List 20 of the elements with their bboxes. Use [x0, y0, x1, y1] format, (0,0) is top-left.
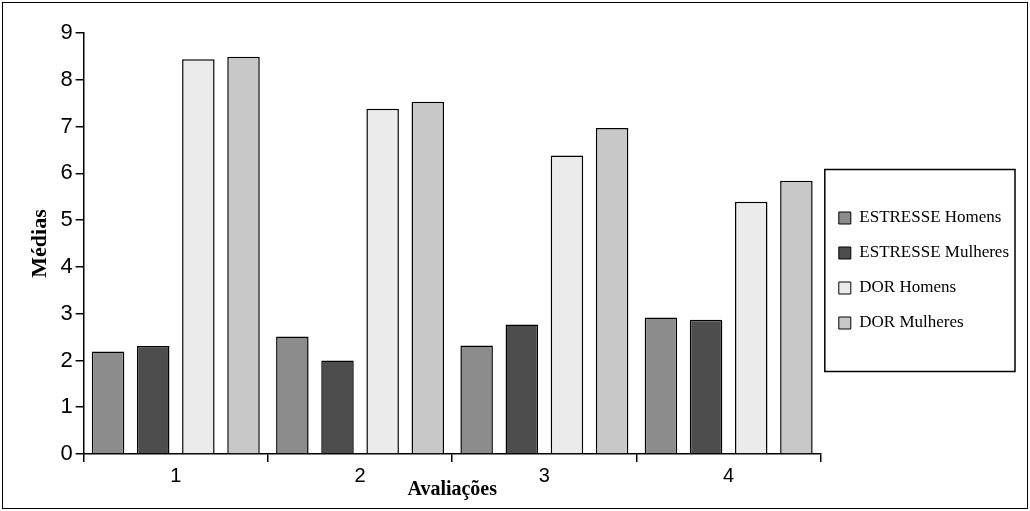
legend-label: ESTRESSE Homens — [859, 207, 1002, 227]
legend-label: DOR Homens — [859, 277, 957, 297]
legend-label: ESTRESSE Mulheres — [859, 242, 1010, 262]
x-tick-label: 3 — [538, 463, 550, 486]
y-tick-label: 0 — [60, 440, 73, 466]
y-tick-label: 7 — [60, 112, 73, 138]
legend-label: DOR Mulheres — [859, 312, 964, 332]
y-tick-label: 6 — [60, 159, 73, 185]
y-tick-label: 1 — [60, 393, 73, 419]
y-tick-label: 4 — [60, 252, 73, 278]
x-tick-label: 4 — [723, 463, 735, 486]
x-axis-title: Avaliações — [407, 477, 498, 501]
y-tick-label: 3 — [60, 299, 73, 325]
y-tick-label: 9 — [60, 19, 73, 45]
x-tick-label: 2 — [354, 463, 366, 486]
y-tick-label: 2 — [60, 346, 73, 372]
y-tick-label: 8 — [60, 65, 73, 91]
x-tick-label: 1 — [170, 463, 182, 486]
y-tick-label: 5 — [60, 206, 73, 232]
y-axis-title: Médias — [25, 208, 51, 278]
